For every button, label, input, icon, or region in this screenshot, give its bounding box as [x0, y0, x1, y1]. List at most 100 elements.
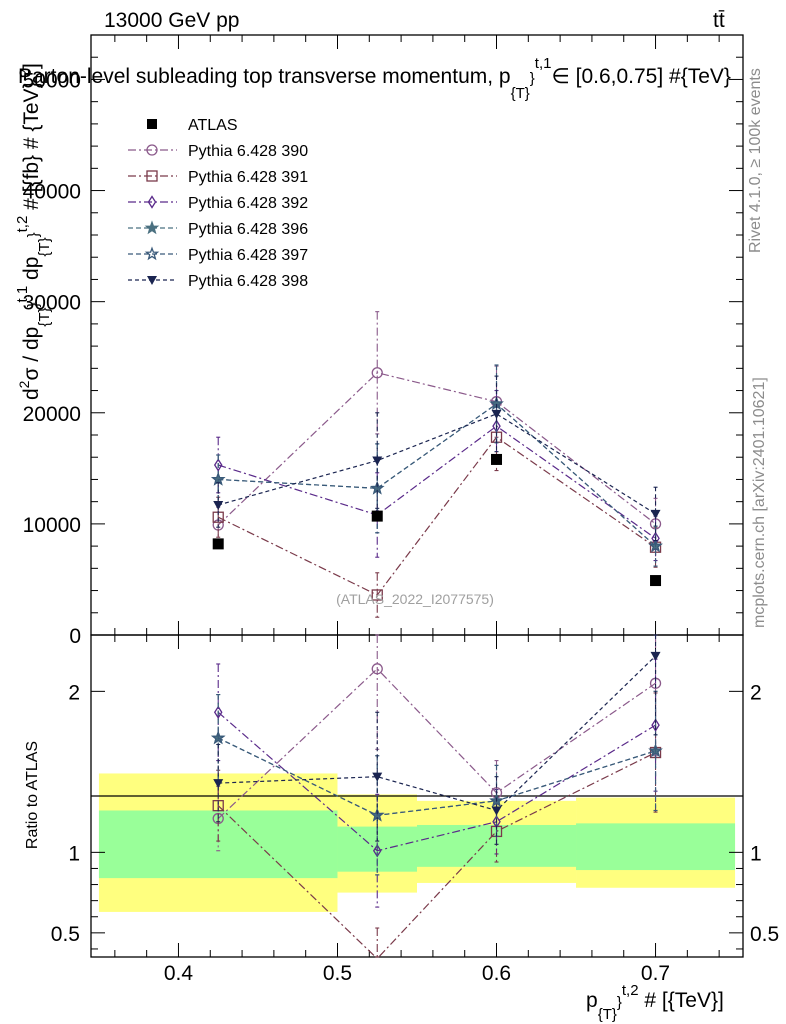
- main-series-pythia-6-428-391: [212, 403, 662, 618]
- legend-marker: [144, 246, 160, 261]
- ylabel-m: ]: [20, 63, 43, 69]
- title-range: ∈ [0.6,0.75] #{TeV}: [551, 65, 730, 88]
- legend-entry: Pythia 6.428 398: [128, 273, 308, 290]
- xlabel-d: t,2: [622, 982, 639, 999]
- ratio-point: [651, 718, 660, 732]
- data-point: [648, 538, 663, 553]
- plot-title: Parton-level subleading top transverse m…: [18, 55, 731, 102]
- ratio-y-tick-label-right: 2: [750, 681, 762, 704]
- y-axis-label: d2σ / dp{T}}t,1 dp{T}}t,2 # [{fb} # {TeV…: [14, 63, 53, 400]
- legend-marker: [146, 170, 158, 182]
- legend: ATLAS Pythia 6.428 390 Pythia 6.428 391 Pyt…: [128, 117, 308, 290]
- ratio-uncertainty-bands: [98, 773, 736, 912]
- ylabel-c: σ / dp: [20, 327, 43, 381]
- xlabel-a: p: [586, 989, 598, 1012]
- axis-tick-labels: 0.4 0.5 0.6 0.7 0 10000 20000 30000 40000 50000 0.…: [23, 69, 780, 985]
- ratio-point: [489, 793, 504, 808]
- data-point: [371, 510, 383, 522]
- ratio-band-green-3: [576, 823, 736, 871]
- series-line: [218, 413, 656, 515]
- process-label: tt̄: [713, 9, 725, 32]
- xlabel-c: }: [617, 994, 622, 1011]
- ratio-point: [371, 663, 383, 675]
- ylabel-b: 2: [16, 380, 32, 388]
- legend-marker: [146, 144, 158, 156]
- ratio-y-tick-label: 0.5: [51, 923, 80, 946]
- ratio-point: [372, 772, 383, 782]
- ratio-series-pythia-6-428-398: [213, 634, 661, 845]
- ratio-y-tick-label-right: 1: [750, 842, 762, 865]
- title-brace: }: [530, 70, 535, 87]
- ratio-series-line: [217, 737, 656, 816]
- ratio-point: [213, 705, 223, 719]
- xlabel-e: # [{TeV}]: [639, 989, 724, 1012]
- energy-label: 13000 GeV pp: [104, 9, 239, 32]
- ratio-y-axis-label: Ratio to ATLAS: [24, 741, 41, 849]
- main-series-pythia-6-428-390: [212, 311, 662, 550]
- data-point: [372, 456, 383, 466]
- title-sub: {T}: [511, 85, 530, 102]
- title-main: Parton-level subleading top transverse m…: [18, 65, 511, 88]
- legend-entry: Pythia 6.428 390: [128, 143, 308, 160]
- data-point: [491, 409, 502, 419]
- rivet-version-label: Rivet 4.1.0, ≥ 100k events: [747, 68, 764, 253]
- legend-marker: [147, 119, 157, 129]
- mcplots-reference-label: mcplots.cern.ch [arXiv:2401.10621]: [751, 377, 768, 628]
- x-tick-label: 0.4: [164, 962, 194, 985]
- ylabel-d: {T}: [36, 308, 53, 327]
- legend-entry: Pythia 6.428 396: [128, 220, 308, 238]
- y-tick-label: 30000: [23, 292, 81, 315]
- ratio-series-line: [217, 667, 656, 819]
- title-sup: t,1: [535, 55, 552, 72]
- ratio-y-tick-label-right: 0.5: [750, 923, 779, 946]
- ylabel-e: }: [25, 302, 42, 307]
- analysis-watermark: (ATLAS_2022_I2077575): [336, 591, 494, 607]
- y-tick-label: 50000: [23, 69, 81, 92]
- legend-entry: Pythia 6.428 391: [128, 169, 308, 186]
- data-point: [371, 367, 383, 379]
- legend-entry: Pythia 6.428 397: [128, 246, 308, 264]
- series-line: [217, 436, 656, 596]
- data-series: [211, 311, 663, 958]
- data-point: [211, 471, 226, 486]
- data-point: [650, 509, 661, 519]
- ratio-series-line: [217, 751, 656, 957]
- ylabel-l: -2: [16, 69, 32, 82]
- x-tick-label: 0.6: [482, 962, 511, 985]
- ratio-point: [650, 651, 661, 661]
- ratio-point: [491, 806, 502, 816]
- data-point: [650, 575, 662, 587]
- ratio-point: [213, 779, 224, 789]
- ylabel-f: t,1: [14, 286, 31, 303]
- legend-label: Pythia 6.428 390: [188, 143, 308, 160]
- data-point: [213, 501, 224, 510]
- main-series-pythia-6-428-398: [213, 375, 661, 542]
- y-tick-label: 40000: [23, 181, 81, 204]
- legend-label: Pythia 6.428 391: [188, 169, 308, 186]
- ratio-y-tick-label: 2: [68, 681, 80, 704]
- ratio-point: [211, 730, 226, 745]
- legend-label: Pythia 6.428 398: [188, 273, 308, 290]
- series-line: [218, 425, 656, 539]
- ylabel-k: # [{fb} # {TeV}: [20, 81, 43, 215]
- ylabel-j: t,2: [14, 216, 31, 233]
- legend-marker: [147, 195, 157, 209]
- series-line: [217, 372, 656, 526]
- legend-entry: Pythia 6.428 392: [128, 195, 308, 212]
- legend-label: Pythia 6.428 397: [188, 247, 308, 264]
- data-point: [213, 458, 223, 472]
- x-tick-label: 0.5: [323, 962, 352, 985]
- y-tick-label: 0: [69, 625, 81, 648]
- ylabel-g: dp: [20, 257, 43, 286]
- series-line: [218, 403, 656, 547]
- legend-label: ATLAS: [188, 117, 238, 134]
- data-point: [491, 453, 503, 465]
- ratio-y-tick-label: 1: [68, 842, 80, 865]
- xlabel-b: {T}: [598, 1006, 617, 1023]
- legend-marker: [144, 220, 160, 235]
- x-tick-label: 0.7: [641, 962, 670, 985]
- ratio-series-line: [218, 655, 656, 812]
- x-axis-label: p{T}}t,2 # [{TeV}]: [586, 982, 724, 1023]
- main-series-atlas: [212, 453, 662, 587]
